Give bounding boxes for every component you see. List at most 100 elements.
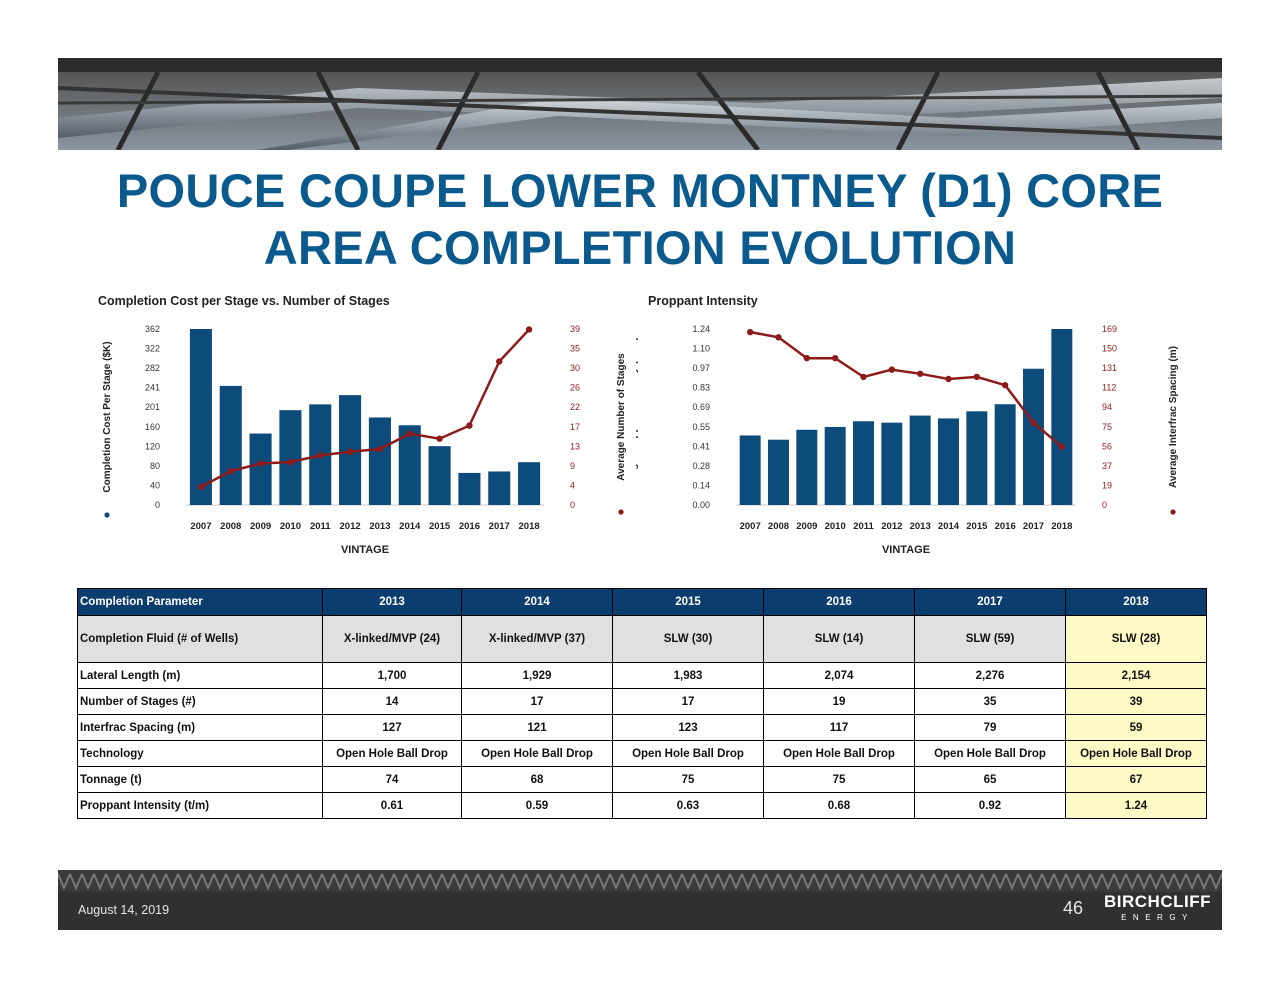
table-cell: 75 [763,766,915,793]
table-cell: SLW (14) [763,615,915,663]
bar [853,421,874,505]
y-left-tick-label: 0 [155,500,160,510]
table-cell: 0.63 [612,792,764,819]
table-header-cell: 2018 [1065,588,1207,616]
line-point [803,354,811,362]
line-point [346,448,354,455]
table-header-cell: 2014 [461,588,613,616]
bar [398,425,421,505]
y-left-tick-label: 0.83 [692,383,710,393]
table-cell: 1,700 [322,662,462,689]
y-right-tick-label: 35 [570,344,580,354]
y-left-tick-label: 0.69 [692,402,710,412]
bar [994,404,1016,505]
y-left-tick-label: 120 [145,441,160,451]
table-cell: X-linked/MVP (37) [461,615,613,663]
bar [938,418,959,505]
line-point [496,358,503,365]
slide: POUCE COUPE LOWER MONTNEY (D1) CORE AREA… [58,58,1222,930]
row-label-cell: Completion Fluid (# of Wells) [77,615,323,663]
title-line-1: POUCE COUPE LOWER MONTNEY (D1) CORE [116,164,1164,217]
table-row: Technology Open Hole Ball Drop Open Hole B… [77,740,1207,767]
table-cell: 35 [914,688,1066,715]
bar [881,422,903,505]
x-tick-label: 2009 [796,521,817,532]
bar [488,471,511,505]
table-cell: 0.92 [914,792,1066,819]
x-tick-label: 2013 [910,521,931,532]
page-number: 46 [1063,898,1084,918]
x-tick-label: 2015 [429,521,451,532]
line-point [973,373,981,381]
table-cell: 74 [322,766,462,793]
table-cell: 2,276 [914,662,1066,689]
row-label-cell: Lateral Length (m) [77,662,323,689]
y-right-tick-label: 4 [570,480,575,490]
y-left-tick-label: 322 [145,344,160,354]
page-title: POUCE COUPE LOWER MONTNEY (D1) CORE AREA… [58,162,1222,276]
bar [428,446,451,505]
y-right-axis-title: Average Number of Stages [616,353,627,481]
x-tick-label: 2018 [1051,521,1072,532]
line-point [197,483,205,491]
bar [909,415,931,505]
table-cell: 1.24 [1065,792,1207,819]
x-tick-label: 2012 [881,521,902,532]
bar [768,439,789,505]
table-cell: 67 [1065,766,1207,793]
pipes-photo [58,58,1222,150]
line-point [775,334,782,341]
legend-dot [618,509,624,515]
y-right-tick-label: 169 [1102,324,1117,334]
x-tick-label: 2009 [250,521,271,532]
table-row: Completion Fluid (# of Wells) X-linked/MV… [77,615,1207,663]
bar [249,433,272,505]
logo-line-2: ENERGY [1121,913,1194,922]
birchcliff-logo: BIRCHCLIFF ENERGY [1104,892,1211,922]
table-cell: 39 [1065,688,1207,715]
x-tick-label: 2016 [995,521,1016,532]
footer: August 14, 2019 46 BIRCHCLIFF ENERGY [58,870,1222,930]
y-left-tick-label: 40 [150,480,160,490]
table-header-row: Completion Parameter 2013 2014 2015 2016… [77,588,1207,616]
x-tick-label: 2011 [853,521,874,532]
y-right-tick-label: 30 [570,363,580,373]
line-point [376,445,384,453]
y-right-tick-label: 37 [1102,461,1112,471]
row-label-cell: Proppant Intensity (t/m) [77,792,323,819]
bar [219,385,242,505]
y-left-tick-label: 0.28 [692,461,710,471]
y-right-axis-title: Average Interfrac Spacing (m) [1168,346,1179,488]
line-point [317,452,324,459]
line-point [227,467,234,475]
chart-title: Completion Cost per Stage vs. Number of … [98,294,390,308]
line-point [831,354,839,362]
y-right-tick-label: 17 [570,422,580,432]
line-point [1058,443,1066,450]
y-left-tick-label: 160 [145,422,160,432]
line-point [860,373,867,381]
row-label-cell: Interfrac Spacing (m) [77,714,323,741]
x-tick-label: 2008 [768,521,789,532]
y-left-axis-title: Average Proppant Intensity (TPM) [636,337,639,497]
y-left-tick-label: 201 [145,402,160,412]
y-right-tick-label: 0 [570,500,575,510]
bar [189,329,212,505]
table-row: Lateral Length (m) 1,700 1,929 1,983 2,074 2,… [77,662,1207,689]
table-cell: 117 [763,714,915,741]
row-label-cell: Technology [77,740,323,767]
y-left-tick-label: 1.10 [692,344,710,354]
table-cell: 59 [1065,714,1207,741]
line-point [916,370,924,377]
cost-per-stage-chart: Completion Cost per Stage vs. Number of … [86,294,646,566]
bar [458,472,481,505]
x-tick-label: 2007 [740,521,761,532]
table-cell: SLW (30) [612,615,764,663]
row-label-cell: Tonnage (t) [77,766,323,793]
y-right-tick-label: 9 [570,461,575,471]
chart-svg: 0.00 0.14 0.28 0.41 0.55 0.69 0.83 0.97 1.10 1.24… [636,324,1179,556]
x-tick-label: 2011 [310,521,331,532]
y-right-tick-label: 150 [1102,344,1117,354]
x-tick-label: 2018 [519,521,540,532]
bar [739,435,761,505]
